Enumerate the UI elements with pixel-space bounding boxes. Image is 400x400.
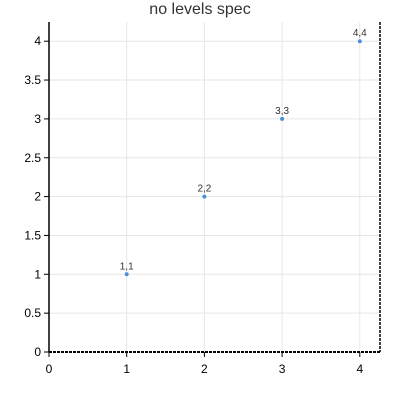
y-tick-label-0: 0: [34, 345, 41, 359]
data-point-0: [124, 272, 129, 277]
x-tick-label-3: 3: [279, 362, 286, 376]
y-tick-label-5: 2.5: [24, 151, 41, 165]
data-point-label-3: 4,4: [353, 28, 367, 39]
data-point-label-2: 3,3: [275, 106, 289, 117]
x-tick-label-2: 2: [201, 362, 208, 376]
y-tick-label-3: 1.5: [24, 228, 41, 242]
x-axis-ticks: 0 1 2 3 4: [46, 352, 363, 376]
data-point-2: [280, 116, 285, 121]
x-tick-label-1: 1: [123, 362, 130, 376]
grid: [49, 22, 380, 352]
y-tick-label-8: 4: [34, 34, 41, 48]
data-point-1: [202, 194, 207, 199]
x-tick-label-0: 0: [46, 362, 53, 376]
data-point-3: [357, 39, 362, 44]
y-tick-label-1: 0.5: [24, 306, 41, 320]
axes: [48, 22, 381, 353]
data-point-label-0: 1,1: [120, 261, 134, 272]
x-tick-label-4: 4: [356, 362, 363, 376]
data-point-label-1: 2,2: [197, 184, 211, 195]
y-tick-label-7: 3.5: [24, 73, 41, 87]
chart-title: no levels spec: [149, 1, 250, 18]
y-tick-label-2: 1: [34, 267, 41, 281]
y-tick-label-4: 2: [34, 190, 41, 204]
data-points: 1,1 2,2 3,3 4,4: [120, 28, 367, 277]
y-tick-label-6: 3: [34, 112, 41, 126]
y-axis-ticks: 0 0.5 1 1.5 2 2.5 3 3.5 4: [24, 34, 49, 359]
